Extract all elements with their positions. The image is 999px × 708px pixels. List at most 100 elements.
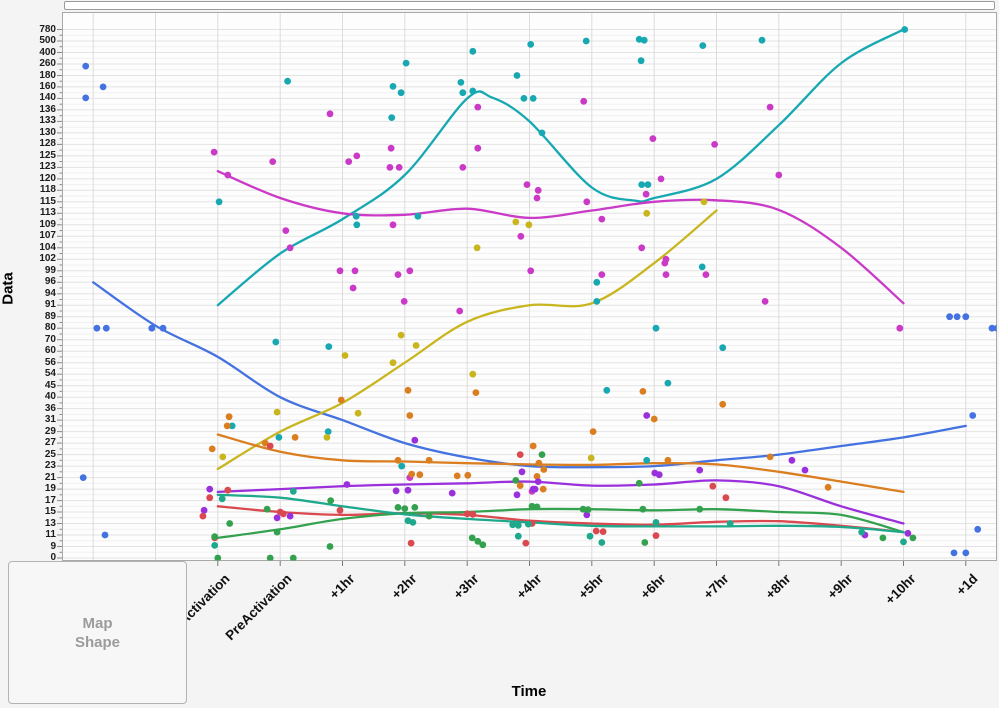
data-point-green[interactable] xyxy=(266,554,274,562)
data-point-red[interactable] xyxy=(336,506,344,514)
data-point-cyan[interactable] xyxy=(402,59,410,67)
data-point-red[interactable] xyxy=(652,532,660,539)
data-point-blue[interactable] xyxy=(946,313,953,321)
data-point-magenta[interactable] xyxy=(775,171,783,179)
data-point-magenta[interactable] xyxy=(474,103,482,111)
data-point-magenta[interactable] xyxy=(533,194,541,202)
data-point-magenta[interactable] xyxy=(527,267,535,275)
data-point-orange[interactable] xyxy=(540,466,548,473)
data-point-magenta[interactable] xyxy=(657,175,665,183)
data-point-magenta[interactable] xyxy=(702,271,710,278)
data-point-cyan[interactable] xyxy=(637,57,645,65)
data-point-green[interactable] xyxy=(394,504,402,511)
data-point-blue[interactable] xyxy=(79,474,87,481)
data-point-magenta[interactable] xyxy=(662,271,670,278)
data-point-cyan[interactable] xyxy=(398,462,406,470)
data-point-orange[interactable] xyxy=(208,445,216,453)
data-point-violet[interactable] xyxy=(404,486,412,494)
data-point-blue[interactable] xyxy=(988,324,996,332)
data-point-red[interactable] xyxy=(206,494,214,502)
data-point-cyan[interactable] xyxy=(603,386,611,394)
data-point-cyan[interactable] xyxy=(901,26,909,33)
data-point-orange[interactable] xyxy=(824,483,832,491)
data-point-violet[interactable] xyxy=(534,478,542,485)
data-point-cyan[interactable] xyxy=(228,422,236,430)
data-point-magenta[interactable] xyxy=(474,144,482,152)
data-point-magenta[interactable] xyxy=(282,227,290,235)
collapsed-title-strip[interactable] xyxy=(64,1,995,10)
data-point-magenta[interactable] xyxy=(642,190,650,198)
data-point-yellow[interactable] xyxy=(700,198,708,206)
data-point-orange[interactable] xyxy=(394,456,402,464)
data-point-green[interactable] xyxy=(211,533,219,541)
data-point-cyan[interactable] xyxy=(638,181,646,189)
data-point-orange[interactable] xyxy=(529,442,537,450)
data-point-magenta[interactable] xyxy=(387,144,395,152)
data-point-magenta[interactable] xyxy=(351,267,359,275)
data-point-orange[interactable] xyxy=(291,434,299,441)
data-point-green[interactable] xyxy=(512,477,520,484)
data-point-green[interactable] xyxy=(468,534,476,542)
data-point-cyan[interactable] xyxy=(469,87,477,95)
data-point-green[interactable] xyxy=(327,497,335,504)
data-point-orange[interactable] xyxy=(464,471,472,479)
data-point-cyan[interactable] xyxy=(520,95,528,102)
data-point-orange[interactable] xyxy=(516,482,524,489)
data-point-cyan[interactable] xyxy=(284,77,291,85)
data-point-violet[interactable] xyxy=(343,481,351,488)
data-point-magenta[interactable] xyxy=(896,324,904,332)
data-point-magenta[interactable] xyxy=(400,298,408,305)
data-point-blue[interactable] xyxy=(962,313,970,321)
data-point-yellow[interactable] xyxy=(354,409,362,417)
data-point-green[interactable] xyxy=(533,503,541,511)
data-point-seagreen[interactable] xyxy=(900,538,907,546)
data-point-violet[interactable] xyxy=(788,456,796,464)
data-point-blue[interactable] xyxy=(82,62,90,70)
data-point-magenta[interactable] xyxy=(583,198,591,206)
data-point-green[interactable] xyxy=(214,554,222,562)
data-point-orange[interactable] xyxy=(472,389,480,396)
data-point-cyan[interactable] xyxy=(643,456,651,464)
data-point-blue[interactable] xyxy=(102,324,110,332)
data-point-seagreen[interactable] xyxy=(509,521,517,529)
data-point-green[interactable] xyxy=(273,528,281,536)
data-point-magenta[interactable] xyxy=(761,298,769,305)
data-point-yellow[interactable] xyxy=(273,408,281,416)
data-point-magenta[interactable] xyxy=(534,186,542,194)
data-point-cyan[interactable] xyxy=(538,129,546,137)
data-point-violet[interactable] xyxy=(273,514,281,522)
data-point-seagreen[interactable] xyxy=(726,520,734,527)
data-point-magenta[interactable] xyxy=(456,307,464,315)
data-point-cyan[interactable] xyxy=(414,212,422,220)
data-point-blue[interactable] xyxy=(993,324,999,332)
data-point-seagreen[interactable] xyxy=(858,528,866,536)
data-point-red[interactable] xyxy=(463,510,471,518)
data-point-red[interactable] xyxy=(592,527,600,535)
data-point-cyan[interactable] xyxy=(272,338,280,346)
data-point-cyan[interactable] xyxy=(758,36,766,44)
data-point-magenta[interactable] xyxy=(598,271,606,278)
data-point-magenta[interactable] xyxy=(395,164,403,171)
data-point-violet[interactable] xyxy=(655,471,663,479)
data-point-orange[interactable] xyxy=(719,400,727,408)
data-point-blue[interactable] xyxy=(99,83,107,91)
data-point-cyan[interactable] xyxy=(527,41,535,48)
data-point-magenta[interactable] xyxy=(406,267,414,275)
data-point-red[interactable] xyxy=(469,510,477,518)
data-point-red[interactable] xyxy=(279,510,287,518)
data-point-violet[interactable] xyxy=(411,436,419,444)
data-point-green[interactable] xyxy=(226,520,234,527)
data-point-violet[interactable] xyxy=(513,491,521,499)
data-point-cyan[interactable] xyxy=(513,72,521,79)
data-point-magenta[interactable] xyxy=(638,244,646,252)
data-point-green[interactable] xyxy=(263,505,271,513)
data-point-magenta[interactable] xyxy=(766,103,774,111)
data-point-seagreen[interactable] xyxy=(289,488,297,495)
data-point-cyan[interactable] xyxy=(457,79,465,86)
data-point-magenta[interactable] xyxy=(711,141,718,148)
data-point-cyan[interactable] xyxy=(582,37,590,45)
data-point-cyan[interactable] xyxy=(699,42,707,49)
data-point-orange[interactable] xyxy=(650,415,658,423)
data-point-yellow[interactable] xyxy=(323,434,331,441)
